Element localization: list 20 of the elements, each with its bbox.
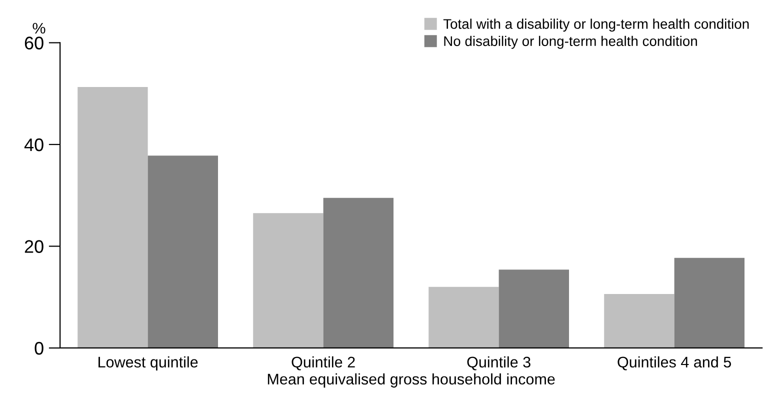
legend-label: Total with a disability or long-term health condition (443, 18, 749, 32)
x-tick-label: Quintile 3 (467, 356, 530, 370)
bar (428, 286, 499, 348)
bar (148, 156, 218, 348)
x-tick-label: Quintile 2 (292, 356, 355, 370)
bar (78, 86, 148, 348)
y-tick-label: 20 (24, 240, 44, 253)
legend-label: No disability or long-term health condition (444, 36, 697, 49)
bar (253, 213, 324, 348)
x-tick-label: Lowest quintile (98, 356, 198, 371)
y-tick-label: 0 (34, 342, 44, 355)
bar (323, 198, 394, 348)
x-tick-label: Quintiles 4 and 5 (618, 356, 731, 370)
y-axis-title: % (32, 22, 46, 34)
x-axis-title: Mean equivalised gross household income (268, 373, 555, 388)
bar (604, 294, 674, 348)
bar (674, 258, 745, 348)
bar (498, 270, 570, 348)
y-tick-label: 40 (24, 138, 44, 152)
y-tick-label: 60 (24, 36, 44, 50)
